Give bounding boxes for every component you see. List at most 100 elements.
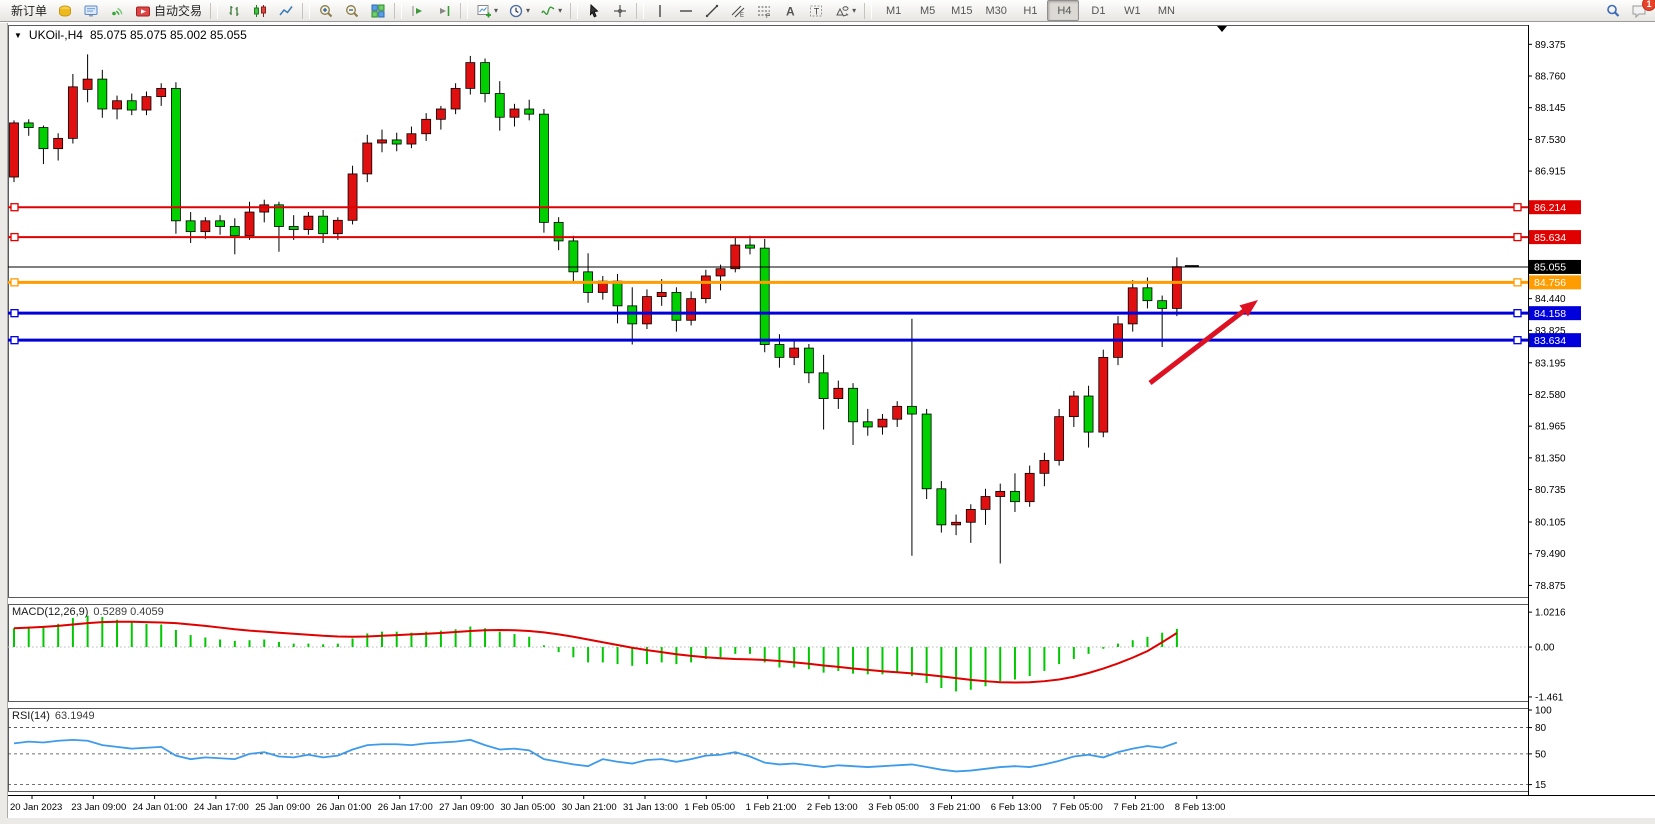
candle-body <box>1171 266 1182 309</box>
candle-body <box>332 219 343 235</box>
candle-body <box>700 275 711 300</box>
terminal-window-button[interactable] <box>79 0 103 21</box>
new-order-button[interactable]: 新订单 <box>4 0 51 21</box>
candle-body <box>892 405 903 420</box>
svg-text:84.158: 84.158 <box>1534 308 1566 320</box>
svg-text:30 Jan 05:00: 30 Jan 05:00 <box>500 802 555 813</box>
tf-m30-button[interactable]: M30 <box>979 0 1011 21</box>
text-label-button[interactable]: T <box>804 0 828 21</box>
dropdown-arrow-icon: ▾ <box>852 6 857 15</box>
hline-anchor[interactable] <box>1513 309 1522 318</box>
tf-m5-label: M5 <box>919 4 936 17</box>
crosshair-icon <box>614 4 627 17</box>
candle-body <box>862 421 873 428</box>
chart-shift-button[interactable] <box>406 0 430 21</box>
toolbar-separator <box>302 2 311 19</box>
vertical-line-button[interactable] <box>648 0 672 21</box>
tf-mn-button[interactable]: MN <box>1149 0 1181 21</box>
candle-body <box>877 418 888 428</box>
hline-anchor[interactable] <box>10 309 19 318</box>
candlestick-mode-button[interactable] <box>248 0 272 21</box>
hline-anchor[interactable] <box>10 336 19 345</box>
toolbar-separator <box>570 2 579 19</box>
hline-anchor[interactable] <box>10 278 19 287</box>
hline-anchor[interactable] <box>1513 232 1522 242</box>
toolbar-separator <box>394 2 403 19</box>
candle-body <box>244 211 255 237</box>
text-button[interactable]: A <box>778 0 802 21</box>
hline-anchor[interactable] <box>10 203 19 212</box>
line-chart-mode-button[interactable] <box>274 0 298 21</box>
candle-body <box>745 244 755 249</box>
auto-trading-button[interactable]: 自动交易 <box>131 0 206 21</box>
candle-body <box>1098 356 1109 433</box>
tile-windows-button[interactable] <box>366 0 390 21</box>
tf-m1-button[interactable]: M1 <box>876 0 908 21</box>
equidistant-channel-button[interactable]: E <box>726 0 750 21</box>
cursor-button[interactable] <box>582 0 606 21</box>
svg-text:84.756: 84.756 <box>1534 277 1566 289</box>
candle-body <box>9 122 19 178</box>
trend-arrow-head[interactable] <box>1239 300 1258 317</box>
svg-text:84.440: 84.440 <box>1535 294 1566 305</box>
toolbar-separator <box>210 2 219 19</box>
tf-w1-button[interactable]: W1 <box>1115 0 1147 21</box>
svg-text:88.145: 88.145 <box>1535 103 1566 114</box>
symbol-dropdown-icon[interactable]: ▼ <box>14 30 22 40</box>
tf-d1-button[interactable]: D1 <box>1081 0 1113 21</box>
indicators-button[interactable]: ▾ <box>536 0 566 21</box>
candle-body <box>965 508 976 523</box>
tf-h1-button[interactable]: H1 <box>1013 0 1045 21</box>
svg-text:80.105: 80.105 <box>1535 518 1566 529</box>
chart-title: ▼ UKOil-,H4 85.075 85.075 85.002 85.055 <box>14 28 247 42</box>
dropdown-arrow-icon: ▾ <box>558 6 563 15</box>
candle-body <box>406 133 417 145</box>
macd-signal-line <box>13 620 1178 684</box>
candle-body <box>53 137 64 150</box>
horizontal-line-button[interactable] <box>674 0 698 21</box>
price-badge-85.634 <box>1529 230 1581 245</box>
tf-h4-button[interactable]: H4 <box>1046 0 1079 21</box>
auto-scroll-button[interactable] <box>432 0 456 21</box>
candle-body <box>907 405 917 415</box>
tf-m15-button[interactable]: M15 <box>944 0 976 21</box>
candle-body <box>347 173 358 221</box>
search-button[interactable] <box>1601 0 1625 21</box>
trend-line-button[interactable] <box>700 0 724 21</box>
trend-arrow[interactable] <box>1148 305 1251 385</box>
charts-stack-button[interactable] <box>53 0 77 21</box>
tf-mn-label: MN <box>1157 4 1175 17</box>
svg-text:80: 80 <box>1535 723 1547 734</box>
svg-text:80.735: 80.735 <box>1535 485 1566 496</box>
date-axis: 20 Jan 2023 23 Jan 09:00 24 Jan 01:00 24 Ja… <box>10 795 1225 813</box>
candle-body <box>671 292 682 321</box>
candle-body <box>1054 416 1065 461</box>
svg-text:88.760: 88.760 <box>1535 72 1566 83</box>
signals-button[interactable] <box>105 0 129 21</box>
svg-text:7 Feb 21:00: 7 Feb 21:00 <box>1113 802 1164 813</box>
macd-name: MACD(12,26,9) <box>12 606 89 618</box>
hline-anchor[interactable] <box>1513 278 1522 287</box>
hline-anchor[interactable] <box>10 232 19 242</box>
zoom-out-button[interactable] <box>340 0 364 21</box>
scroll-end-marker-icon[interactable] <box>1217 26 1227 32</box>
candle-body <box>921 413 932 490</box>
tf-m5-button[interactable]: M5 <box>910 0 942 21</box>
zoom-in-button[interactable] <box>314 0 338 21</box>
rsi-line <box>13 738 1178 773</box>
hline-anchor[interactable] <box>1513 203 1522 212</box>
notifications-button[interactable]: 1 <box>1627 0 1655 21</box>
notification-badge: 1 <box>1642 0 1655 11</box>
candles <box>9 54 1182 564</box>
hline-anchor[interactable] <box>1513 336 1522 345</box>
profiles-button[interactable]: ▾ <box>504 0 534 21</box>
crosshair-button[interactable] <box>608 0 632 21</box>
svg-text:30 Jan 21:00: 30 Jan 21:00 <box>562 802 617 813</box>
svg-text:78.875: 78.875 <box>1535 581 1566 592</box>
candle-body <box>539 113 549 223</box>
bar-chart-mode-button[interactable] <box>222 0 246 21</box>
arrows-objects-button[interactable]: ▾ <box>830 0 860 21</box>
fibonacci-button[interactable]: F <box>752 0 776 21</box>
new-chart-button[interactable]: ▾ <box>472 0 502 21</box>
